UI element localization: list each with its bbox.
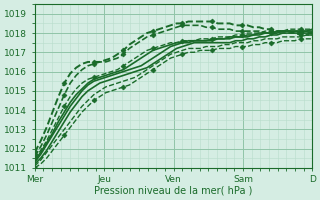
X-axis label: Pression niveau de la mer( hPa ): Pression niveau de la mer( hPa ) [94, 186, 253, 196]
